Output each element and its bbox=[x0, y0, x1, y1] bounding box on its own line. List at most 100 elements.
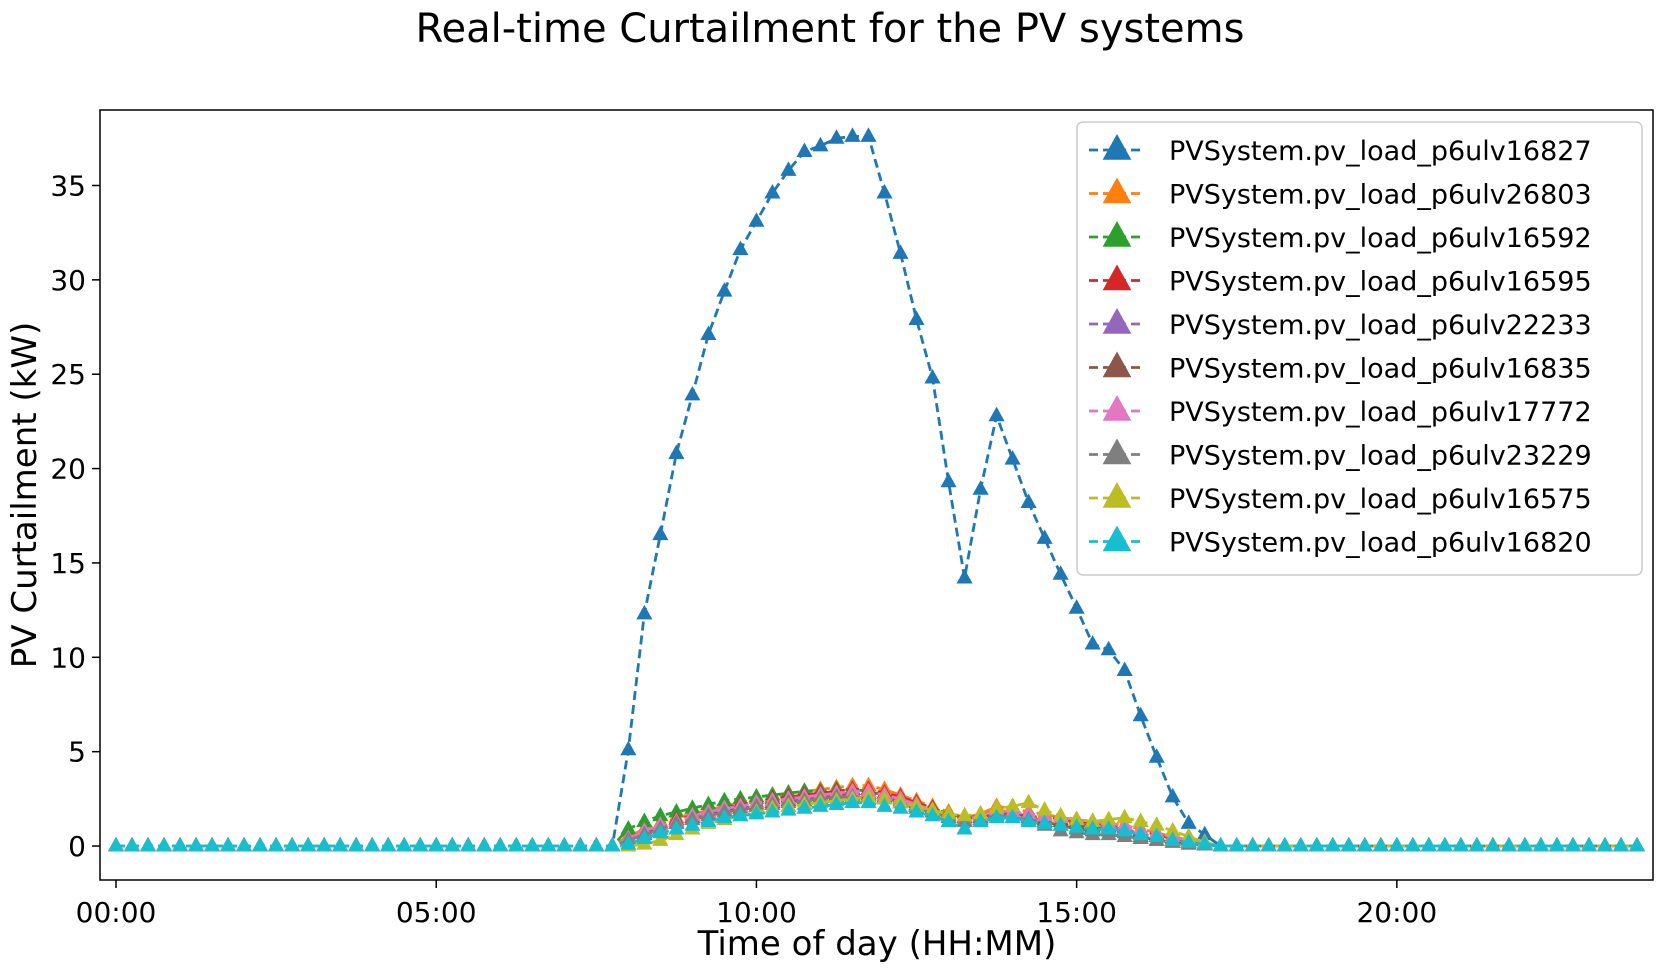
data-point bbox=[1548, 836, 1565, 852]
x-axis: 00:00 05:00 10:00 15:00 20:00 bbox=[76, 880, 1437, 929]
legend-label: PVSystem.pv_load_p6ulv26803 bbox=[1169, 180, 1592, 211]
data-point bbox=[1628, 836, 1646, 852]
data-point bbox=[1004, 450, 1021, 465]
y-tick-label: 20 bbox=[50, 453, 86, 486]
data-point bbox=[1036, 801, 1053, 816]
plot-area bbox=[99, 109, 1654, 881]
x-tick-label: 20:00 bbox=[1356, 896, 1437, 929]
data-point bbox=[155, 836, 173, 852]
legend-marker bbox=[1102, 264, 1132, 291]
y-axis-label: PV Curtailment (kW) bbox=[5, 322, 45, 668]
data-point bbox=[668, 444, 685, 459]
x-tick-label: 10:00 bbox=[716, 896, 797, 929]
data-point bbox=[700, 812, 717, 827]
data-point bbox=[780, 161, 797, 176]
data-point bbox=[1180, 833, 1197, 848]
data-point bbox=[1020, 493, 1037, 509]
data-point bbox=[1564, 836, 1581, 852]
data-point bbox=[1132, 706, 1149, 722]
data-point bbox=[204, 836, 221, 852]
data-point bbox=[668, 820, 685, 835]
legend-marker bbox=[1102, 133, 1132, 160]
data-point bbox=[972, 812, 989, 827]
legend-entry: PVSystem.pv_load_p6ulv23229 bbox=[1089, 438, 1592, 472]
data-point bbox=[860, 793, 877, 809]
x-axis-label: Time of day (HH:MM) bbox=[697, 924, 1057, 964]
data-point bbox=[876, 797, 893, 812]
data-point bbox=[508, 836, 525, 852]
data-point bbox=[1148, 748, 1165, 763]
legend-marker bbox=[1102, 351, 1132, 378]
data-point bbox=[636, 829, 653, 844]
data-point bbox=[1516, 836, 1533, 852]
data-point bbox=[1228, 836, 1245, 852]
data-point bbox=[812, 797, 829, 812]
data-point bbox=[1036, 529, 1053, 544]
y-tick-label: 25 bbox=[50, 358, 86, 391]
data-point bbox=[428, 836, 445, 852]
data-point bbox=[588, 836, 605, 852]
legend-frame bbox=[1076, 121, 1643, 576]
data-point bbox=[1020, 812, 1037, 827]
data-point bbox=[1612, 836, 1630, 852]
data-point bbox=[540, 836, 557, 852]
y-tick-label: 30 bbox=[50, 264, 86, 297]
data-point bbox=[796, 142, 813, 157]
data-point bbox=[1388, 836, 1405, 852]
data-point bbox=[1356, 836, 1373, 852]
data-point bbox=[716, 808, 733, 824]
data-point bbox=[172, 836, 189, 852]
data-point bbox=[1452, 836, 1469, 852]
chart-title: Real-time Curtailment for the PV systems bbox=[416, 6, 1245, 52]
data-point bbox=[1532, 836, 1549, 852]
data-point bbox=[444, 836, 461, 852]
data-point bbox=[1212, 836, 1229, 852]
data-point bbox=[812, 136, 829, 152]
legend-entry: PVSystem.pv_load_p6ulv16827 bbox=[1089, 133, 1592, 167]
data-point bbox=[1084, 820, 1101, 835]
data-point bbox=[652, 823, 669, 839]
legend-marker bbox=[1102, 481, 1132, 508]
data-point bbox=[796, 799, 813, 814]
y-tick-label: 10 bbox=[50, 641, 86, 674]
legend-marker bbox=[1102, 525, 1132, 552]
data-point bbox=[700, 325, 717, 341]
series-line bbox=[116, 788, 1637, 848]
series-line bbox=[116, 801, 1637, 848]
data-point bbox=[460, 836, 477, 852]
y-tick-label: 5 bbox=[68, 736, 86, 769]
data-point bbox=[684, 385, 701, 401]
legend-label: PVSystem.pv_load_p6ulv16592 bbox=[1169, 223, 1592, 254]
data-point bbox=[1148, 827, 1165, 843]
data-point bbox=[924, 368, 941, 384]
data-point bbox=[1132, 825, 1149, 841]
series-10 bbox=[107, 793, 1646, 852]
data-point bbox=[924, 806, 941, 822]
data-point bbox=[139, 836, 157, 852]
y-tick-label: 0 bbox=[68, 830, 86, 863]
data-point bbox=[1100, 820, 1117, 835]
data-point bbox=[652, 831, 669, 846]
data-point bbox=[332, 836, 349, 852]
data-point bbox=[1324, 836, 1341, 852]
data-point bbox=[716, 282, 733, 297]
data-point bbox=[844, 127, 861, 142]
data-point bbox=[876, 184, 893, 199]
x-tick-label: 05:00 bbox=[396, 896, 477, 929]
y-tick-label: 15 bbox=[50, 547, 86, 580]
legend: PVSystem.pv_load_p6ulv16827 PVSystem.pv_l… bbox=[1076, 121, 1643, 576]
data-point bbox=[1484, 836, 1501, 852]
legend-entry: PVSystem.pv_load_p6ulv17772 bbox=[1089, 394, 1592, 428]
data-point bbox=[412, 836, 429, 852]
data-point bbox=[1244, 836, 1261, 852]
data-point bbox=[348, 836, 365, 852]
data-point bbox=[1068, 818, 1085, 833]
data-point bbox=[1420, 836, 1437, 852]
series-line bbox=[116, 789, 1637, 848]
data-point bbox=[956, 569, 973, 584]
data-point bbox=[556, 836, 573, 852]
data-point bbox=[1500, 836, 1517, 852]
series-line bbox=[116, 784, 1637, 848]
data-point bbox=[1116, 661, 1133, 676]
y-tick-label: 35 bbox=[50, 169, 86, 202]
